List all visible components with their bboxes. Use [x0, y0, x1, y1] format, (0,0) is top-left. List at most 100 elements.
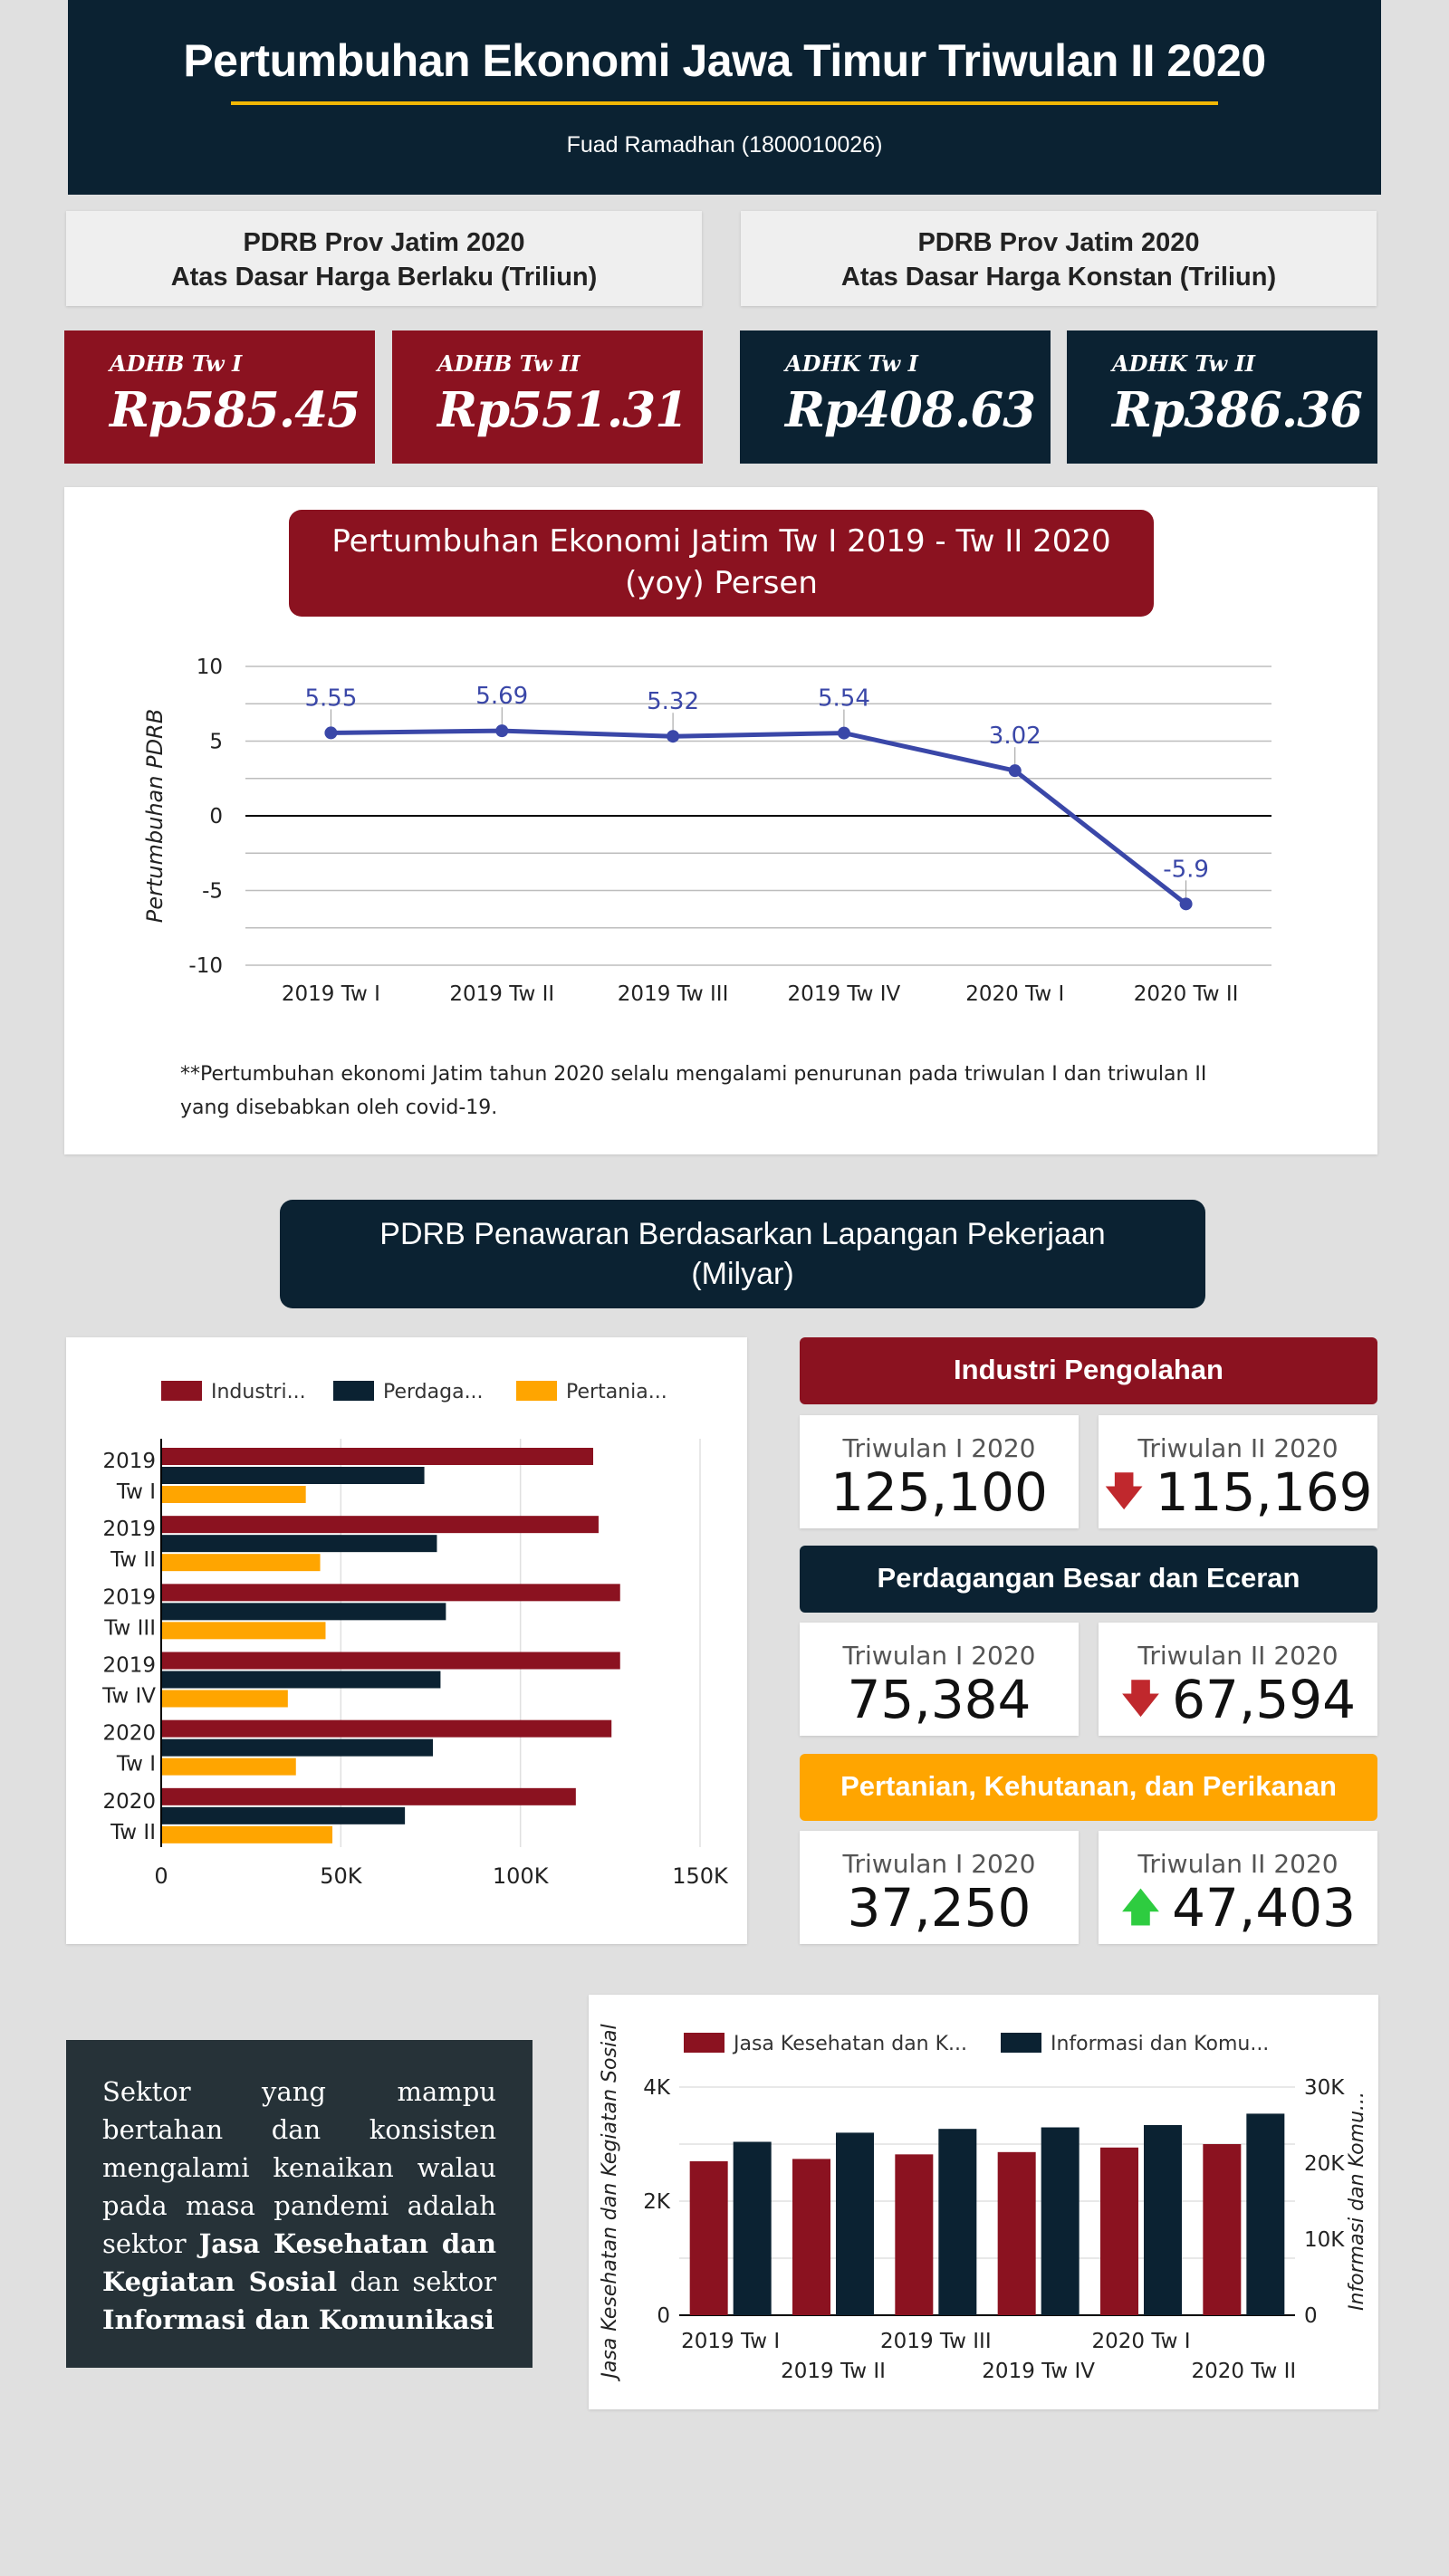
y2-tick-label: 0: [1304, 2304, 1318, 2328]
legend-label: Jasa Kesehatan dan K...: [732, 2033, 967, 2055]
y-tick-label-year: 2019: [102, 1585, 156, 1609]
kpi-adhk-tw1: ADHK Tw I Rp408.63: [740, 330, 1051, 464]
series-line: [331, 728, 1188, 906]
bar: [689, 2160, 728, 2315]
x-tick-label: 2019 Tw II: [781, 2360, 886, 2383]
bar: [836, 2132, 874, 2315]
bar: [895, 2154, 934, 2315]
page-title: Pertumbuhan Ekonomi Jawa Timur Triwulan …: [183, 35, 1266, 86]
bar: [792, 2159, 830, 2315]
x-tick-label: 2019 Tw I: [681, 2330, 780, 2353]
y2-tick-label: 20K: [1304, 2152, 1345, 2176]
kpi-value: Rp408.63: [785, 382, 1036, 438]
bar: [1144, 2125, 1182, 2315]
stat-label: Triwulan II 2020: [1137, 1849, 1339, 1879]
services-bar-chart: Jasa Kesehatan dan K... Informasi dan Kom…: [599, 2024, 1368, 2383]
kpi-value: Rp585.45: [110, 382, 360, 438]
adhb-panel-title: PDRB Prov Jatim 2020 Atas Dasar Harga Be…: [66, 211, 702, 306]
y-tick-label: -10: [188, 954, 223, 978]
growth-chart-title: Pertumbuhan Ekonomi Jatim Tw I 2019 - Tw…: [289, 510, 1154, 617]
stat-value: 125,100: [830, 1461, 1048, 1523]
bar: [162, 1806, 406, 1824]
footnote-line-1: **Pertumbuhan ekonomi Jatim tahun 2020 s…: [180, 1063, 1207, 1086]
stat-value-row: 🡅 47,403: [1099, 1877, 1377, 1946]
x-tick-label: 2020 Tw I: [965, 982, 1064, 1006]
stat-label: Triwulan II 2020: [1137, 1433, 1339, 1463]
y-axis-label: Pertumbuhan PDRB: [142, 709, 168, 923]
data-point: [1008, 764, 1022, 778]
adhk-panel-title: PDRB Prov Jatim 2020 Atas Dasar Harga Ko…: [741, 211, 1377, 306]
y-tick-label-year: 2019: [102, 1518, 156, 1541]
footnote-line-2: yang disebabkan oleh covid-19.: [180, 1096, 498, 1119]
bar: [162, 1486, 306, 1503]
kpi-value: Rp386.36: [1112, 382, 1363, 438]
stat-label: Triwulan I 2020: [842, 1641, 1036, 1671]
sector-section-title: PDRB Penawaran Berdasarkan Lapangan Peke…: [280, 1200, 1205, 1308]
growth-title-line-1: Pertumbuhan Ekonomi Jatim Tw I 2019 - Tw…: [331, 523, 1111, 560]
stat-perdagangan-q1: Triwulan I 2020 75,384: [800, 1623, 1079, 1736]
stat-value-row: 🡇 67,594: [1099, 1669, 1377, 1738]
bar: [162, 1825, 333, 1843]
kpi-adhb-tw1: ADHB Tw I Rp585.45: [64, 330, 375, 464]
y-tick-label-quarter: Tw I: [116, 1480, 156, 1504]
arrow-up-icon: 🡅: [1119, 1884, 1162, 1930]
bar: [162, 1719, 612, 1738]
sector-bar-chart: Industri... Perdaga... Pertania... 0 50K 100K…: [101, 1381, 729, 1889]
sector-title-line-2: (Milyar): [691, 1257, 794, 1291]
bar: [1100, 2147, 1138, 2315]
legend-swatch: [333, 1381, 374, 1401]
bar: [162, 1467, 425, 1484]
y-tick-label-year: 2019: [102, 1654, 156, 1678]
sector-header-perdagangan: Perdagangan Besar dan Eceran: [800, 1546, 1377, 1613]
stat-value: 67,594: [1172, 1669, 1357, 1730]
x-tick-label: 150K: [672, 1863, 729, 1889]
y-tick-label-quarter: Tw II: [110, 1548, 156, 1572]
bar: [997, 2151, 1036, 2315]
y-tick-label: 2K: [643, 2190, 671, 2214]
x-tick-label: 2019 Tw IV: [982, 2360, 1095, 2383]
sector-bar-chart-card: Industri... Perdaga... Pertania... 0 50K 100K…: [66, 1337, 747, 1944]
y-tick-label-quarter: Tw II: [110, 1821, 156, 1844]
growth-line-chart: 10 5 0 -5 -10 2019 Tw I 2019 Tw II 2019 Tw III 2…: [142, 656, 1271, 1006]
adhb-title-line-1: PDRB Prov Jatim 2020: [243, 228, 525, 257]
y-tick-label: 5: [209, 731, 223, 754]
x-tick-label: 2019 Tw IV: [788, 982, 901, 1006]
x-tick-label: 2020 Tw II: [1191, 2360, 1296, 2383]
x-tick-label: 2020 Tw I: [1092, 2330, 1191, 2353]
y2-axis-label: Informasi dan Komu...: [1346, 2092, 1368, 2311]
bar: [1203, 2144, 1242, 2315]
bar: [162, 1516, 599, 1534]
legend-label: Perdaga...: [383, 1381, 484, 1403]
kpi-label: ADHB Tw I: [110, 350, 243, 377]
stat-label: Triwulan I 2020: [842, 1433, 1036, 1463]
y-tick-label: 4K: [643, 2076, 671, 2100]
legend-swatch: [684, 2033, 724, 2053]
y-tick-label-quarter: Tw IV: [101, 1685, 156, 1709]
bar: [1041, 2127, 1080, 2315]
x-tick-label: 2019 Tw I: [282, 982, 380, 1006]
bar: [162, 1738, 434, 1757]
data-label: 5.69: [475, 683, 528, 710]
kpi-adhk-tw2: ADHK Tw II Rp386.36: [1067, 330, 1377, 464]
sector-title-line-1: PDRB Penawaran Berdasarkan Lapangan Peke…: [379, 1217, 1106, 1251]
y-tick-label: 0: [657, 2304, 670, 2328]
stat-perdagangan-q2: Triwulan II 2020 🡇 67,594: [1099, 1623, 1377, 1736]
growth-title-line-2: (yoy) Persen: [625, 565, 818, 601]
adhk-title-line-1: PDRB Prov Jatim 2020: [917, 228, 1200, 257]
bar: [162, 1757, 296, 1776]
stat-label: Triwulan I 2020: [842, 1849, 1036, 1879]
summary-text: Sektor yang mampu bertahan dan konsisten…: [102, 2076, 496, 2259]
data-label: 5.54: [818, 685, 870, 713]
y2-tick-label: 10K: [1304, 2228, 1345, 2252]
summary-highlight-2: Informasi dan Komunikasi: [102, 2304, 494, 2335]
bar: [162, 1622, 326, 1640]
legend-label: Industri...: [211, 1381, 306, 1403]
x-tick-label: 2020 Tw II: [1134, 982, 1239, 1006]
stat-value: 37,250: [847, 1877, 1032, 1939]
y-tick-label-quarter: Tw I: [116, 1753, 156, 1776]
bar: [162, 1535, 437, 1553]
legend-swatch: [161, 1381, 202, 1401]
stat-value: 47,403: [1172, 1877, 1357, 1939]
bar: [162, 1690, 288, 1708]
legend-label: Informasi dan Komu...: [1051, 2033, 1269, 2055]
